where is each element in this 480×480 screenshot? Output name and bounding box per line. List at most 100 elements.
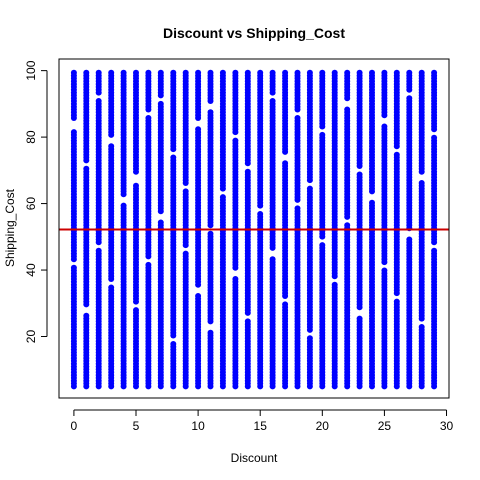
- data-point: [295, 115, 301, 121]
- data-point: [133, 307, 139, 313]
- data-point: [183, 188, 189, 194]
- x-tick-label: 0: [71, 419, 78, 433]
- data-point: [96, 98, 102, 104]
- data-point: [406, 237, 412, 243]
- data-point: [71, 265, 77, 271]
- data-point: [431, 135, 437, 141]
- data-point: [307, 335, 313, 341]
- y-tick-label: 20: [24, 330, 38, 344]
- data-point: [406, 95, 412, 101]
- data-point: [145, 262, 151, 268]
- data-point: [394, 152, 400, 158]
- data-point: [208, 70, 214, 76]
- data-point: [357, 172, 363, 178]
- data-point: [121, 203, 127, 209]
- data-point: [419, 180, 425, 186]
- data-point: [332, 70, 338, 76]
- data-point: [195, 70, 201, 76]
- data-point: [257, 211, 263, 217]
- data-point: [232, 276, 238, 282]
- data-point: [96, 248, 102, 254]
- data-point: [83, 70, 89, 76]
- data-point: [319, 70, 325, 76]
- data-point: [344, 70, 350, 76]
- data-point: [307, 186, 313, 192]
- data-point: [394, 70, 400, 76]
- data-point: [282, 301, 288, 307]
- data-point: [195, 126, 201, 132]
- data-point: [245, 70, 251, 76]
- data-point: [170, 70, 176, 76]
- y-tick-label: 80: [24, 130, 38, 144]
- data-point: [121, 70, 127, 76]
- data-point: [145, 70, 151, 76]
- data-point: [71, 70, 77, 76]
- data-point: [245, 318, 251, 324]
- data-point: [431, 248, 437, 254]
- data-point: [295, 70, 301, 76]
- data-point: [270, 98, 276, 104]
- data-point: [381, 268, 387, 274]
- data-point: [195, 293, 201, 299]
- x-axis-label: Discount: [231, 451, 278, 465]
- x-tick-label: 20: [316, 419, 330, 433]
- data-point: [319, 242, 325, 248]
- data-point: [108, 70, 114, 76]
- data-point: [183, 70, 189, 76]
- data-point: [133, 70, 139, 76]
- data-point: [369, 200, 375, 206]
- y-axis-label: Shipping_Cost: [3, 188, 17, 267]
- data-point: [208, 231, 214, 237]
- data-point: [357, 70, 363, 76]
- data-point: [431, 70, 437, 76]
- data-point: [344, 222, 350, 228]
- x-axis: 0 5 10 15 20 25 30: [71, 410, 454, 433]
- data-point: [83, 313, 89, 319]
- x-tick-label: 10: [191, 419, 205, 433]
- data-point: [232, 138, 238, 144]
- data-point: [419, 324, 425, 330]
- data-point: [270, 70, 276, 76]
- y-axis: 20 40 60 80 100: [24, 60, 47, 343]
- data-point: [158, 220, 164, 226]
- data-point: [220, 194, 226, 200]
- data-point: [108, 143, 114, 149]
- x-tick-label: 15: [254, 419, 268, 433]
- data-point: [170, 155, 176, 161]
- data-point: [71, 129, 77, 135]
- data-point: [257, 70, 263, 76]
- data-point: [245, 169, 251, 175]
- data-point: [96, 70, 102, 76]
- y-tick-label: 40: [24, 263, 38, 277]
- data-point: [232, 70, 238, 76]
- data-point: [145, 115, 151, 121]
- data-point: [381, 124, 387, 130]
- data-point: [381, 70, 387, 76]
- data-point: [344, 107, 350, 113]
- data-point: [170, 341, 176, 347]
- data-point: [394, 299, 400, 305]
- data-point: [282, 160, 288, 166]
- x-tick-label: 25: [378, 419, 392, 433]
- data-point: [319, 132, 325, 138]
- data-point: [307, 70, 313, 76]
- data-point: [357, 316, 363, 322]
- data-point: [419, 70, 425, 76]
- data-point: [208, 330, 214, 336]
- data-point: [133, 183, 139, 189]
- data-point: [282, 70, 288, 76]
- data-point: [108, 285, 114, 291]
- x-tick-label: 5: [133, 419, 140, 433]
- data-point: [332, 282, 338, 288]
- chart-title: Discount vs Shipping_Cost: [163, 25, 345, 41]
- data-point: [220, 70, 226, 76]
- data-point: [406, 70, 412, 76]
- y-tick-label: 60: [24, 197, 38, 211]
- data-point: [158, 101, 164, 107]
- data-point: [158, 70, 164, 76]
- data-point: [83, 166, 89, 172]
- data-point: [369, 70, 375, 76]
- data-point: [270, 256, 276, 262]
- data-point: [183, 251, 189, 257]
